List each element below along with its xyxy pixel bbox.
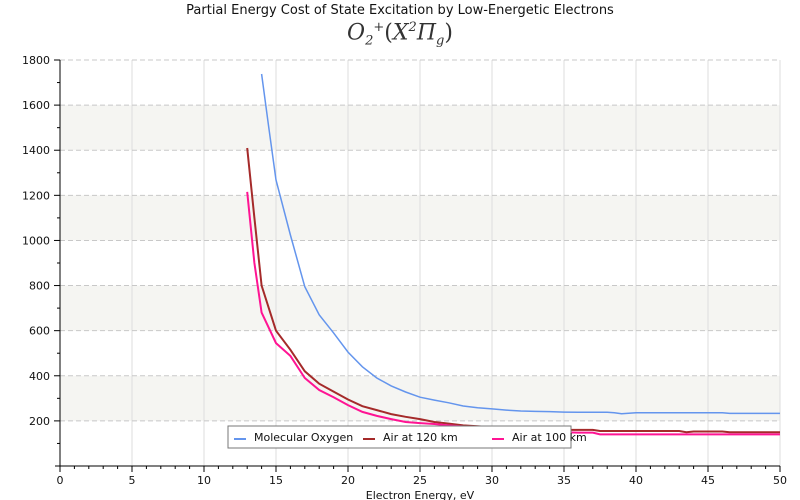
x-tick-label: 5 — [129, 474, 136, 487]
x-tick-label: 25 — [413, 474, 427, 487]
y-tick-label: 800 — [29, 280, 50, 293]
x-tick-label: 50 — [773, 474, 787, 487]
legend-label: Air at 120 km — [383, 431, 458, 444]
y-tick-label: 1200 — [22, 189, 50, 202]
x-axis-label: Electron Energy, eV — [366, 489, 475, 500]
legend: Molecular Oxygen Air at 120 km Air at 100 … — [227, 425, 587, 449]
y-axis-ticks: 200 400 600 800 1000 1200 1400 1600 1800 — [22, 54, 60, 444]
legend-box — [227, 425, 572, 449]
subtitle-species: O — [347, 20, 366, 46]
x-tick-label: 10 — [197, 474, 211, 487]
chart-subtitle: O2+(X2Πg) — [0, 20, 800, 49]
x-tick-label: 15 — [269, 474, 283, 487]
horizontal-gridlines — [60, 59, 780, 422]
legend-label: Air at 100 km — [512, 431, 587, 444]
x-tick-label: 35 — [557, 474, 571, 487]
subtitle-species-sub: 2 — [365, 33, 374, 49]
vertical-gridlines — [131, 60, 781, 466]
x-axis-ticks: 0 5 10 15 20 25 30 35 40 45 50 — [57, 466, 787, 487]
legend-label: Molecular Oxygen — [254, 431, 353, 444]
subtitle-species-sup: + — [373, 20, 385, 35]
subtitle-open-paren: ( — [384, 20, 393, 46]
y-tick-label: 1000 — [22, 234, 50, 247]
y-tick-label: 400 — [29, 370, 50, 383]
y-tick-label: 1600 — [22, 99, 50, 112]
y-tick-label: 1400 — [22, 144, 50, 157]
x-tick-label: 30 — [485, 474, 499, 487]
x-tick-label: 45 — [701, 474, 715, 487]
x-tick-label: 40 — [629, 474, 643, 487]
x-tick-label: 0 — [57, 474, 64, 487]
y-tick-label: 200 — [29, 415, 50, 428]
subtitle-term-sub: g — [436, 33, 445, 49]
subtitle-close-paren: ) — [444, 20, 453, 46]
subtitle-state-sup: 2 — [408, 20, 417, 35]
x-tick-label: 20 — [341, 474, 355, 487]
chart-title: Partial Energy Cost of State Excitation … — [186, 3, 614, 18]
subtitle-term: Π — [416, 20, 437, 46]
subtitle-state: X — [392, 20, 409, 46]
y-tick-label: 600 — [29, 325, 50, 338]
y-tick-label: 1800 — [22, 54, 50, 67]
series-line-molecular-oxygen — [260, 73, 780, 415]
